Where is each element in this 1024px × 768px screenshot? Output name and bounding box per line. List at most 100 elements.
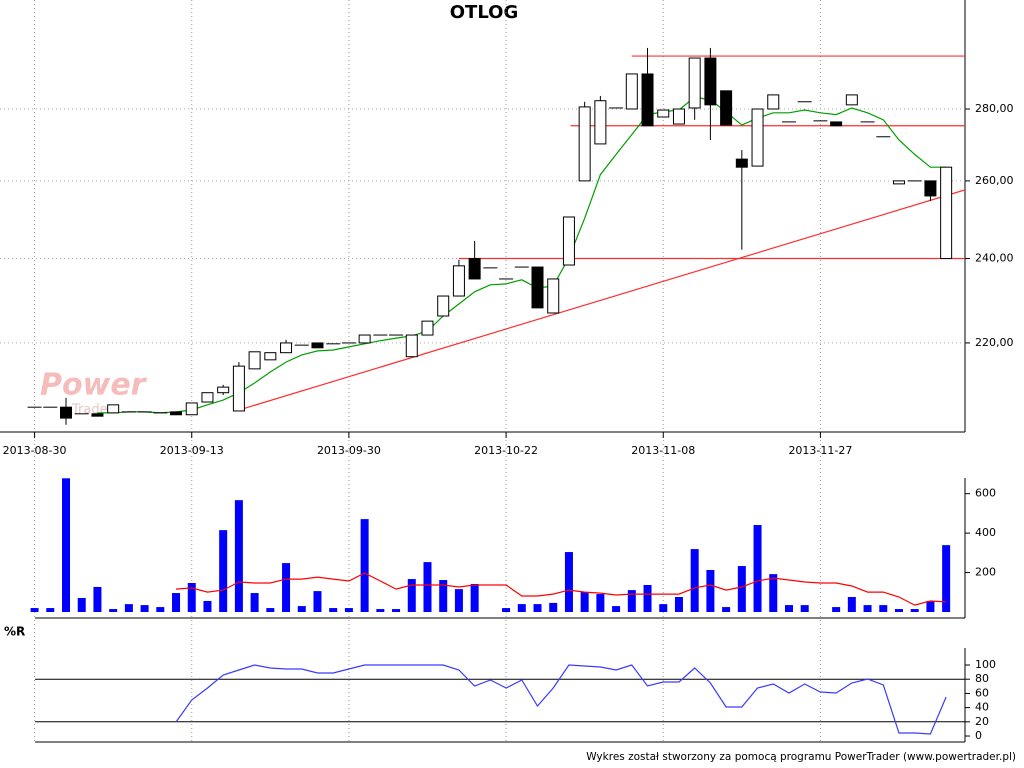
volume-bar [187, 583, 196, 612]
y-tick-label: 80 [975, 672, 989, 685]
candle-body [107, 404, 120, 414]
candle-body [704, 57, 717, 106]
candle-body [578, 106, 591, 182]
candle-body [940, 166, 953, 260]
volume-bar [203, 600, 212, 612]
candle-body [845, 94, 858, 106]
volume-bar [219, 530, 228, 612]
candle-body [280, 342, 293, 354]
volume-bar [124, 604, 133, 612]
candle-body [735, 158, 748, 168]
candle-body [405, 334, 418, 358]
volume-bar [942, 545, 951, 612]
volume-bar [313, 591, 322, 612]
y-tick-label: 280,00 [975, 102, 1014, 115]
volume-bar [344, 608, 353, 612]
volume-bar [93, 586, 102, 612]
volume-bar [156, 607, 165, 612]
volume-bar [439, 580, 448, 612]
volume-bar [30, 608, 39, 612]
volume-bar [784, 605, 793, 612]
x-tick-label: 2013-09-30 [317, 444, 381, 457]
candle-body [892, 180, 905, 185]
volume-bar [62, 478, 71, 612]
volume-bar [580, 592, 589, 612]
volume-bar [470, 583, 479, 612]
candle-body [60, 406, 73, 419]
candle-body [830, 121, 843, 127]
candle-body [751, 108, 764, 167]
candle-body [311, 342, 324, 349]
candle-body [720, 90, 733, 126]
volume-bar [674, 597, 683, 612]
volume-bar [753, 525, 762, 612]
candle-body [232, 365, 245, 412]
volume-bar [847, 597, 856, 612]
candle-body [531, 266, 544, 309]
y-tick-label: 600 [975, 487, 996, 500]
candle-body [547, 278, 560, 314]
volume-bar [517, 604, 526, 612]
volume-bar [109, 609, 118, 612]
candle-body [264, 352, 277, 361]
volume-bar [140, 605, 149, 612]
volume-bar [376, 609, 385, 612]
candle-body [625, 73, 638, 110]
chart-title: OTLOG [450, 2, 518, 23]
candle-body [562, 216, 575, 266]
y-tick-label: 220,00 [975, 336, 1014, 349]
volume-bar [769, 574, 778, 612]
moving-average [175, 572, 947, 606]
footer: Wykres został stworzony za pomocą progra… [586, 751, 1016, 763]
volume-bar [533, 604, 542, 612]
volume-bar [407, 579, 416, 612]
y-tick-label: 40 [975, 701, 989, 714]
volume-bar [643, 584, 652, 612]
indicator-line [175, 664, 947, 735]
volume-bar [659, 604, 668, 612]
y-tick-label: 200 [975, 566, 996, 579]
volume-bar [266, 608, 275, 612]
volume-bar [596, 594, 605, 612]
candle-body [594, 100, 607, 145]
volume-bar [706, 569, 715, 612]
volume-bar [329, 608, 338, 612]
y-tick-label: 100 [975, 658, 996, 671]
candle-body [217, 386, 230, 394]
volume-bar [737, 566, 746, 612]
volume-bar [910, 609, 919, 612]
volume-bar [172, 593, 181, 612]
y-tick-label: 240,00 [975, 252, 1014, 265]
volume-bar [46, 608, 55, 612]
candle-body [91, 413, 104, 417]
candle-body [248, 351, 261, 370]
volume-bar [549, 602, 558, 612]
candle-body [924, 180, 937, 197]
x-tick-label: 2013-08-30 [3, 444, 67, 457]
volume-bar [250, 593, 259, 612]
volume-bar [297, 606, 306, 612]
candle-body [421, 320, 434, 336]
y-tick-label: 60 [975, 686, 989, 699]
candle-body [185, 402, 198, 416]
candle-body [672, 108, 685, 125]
volume-bar [423, 562, 432, 612]
candle-body [452, 265, 465, 297]
volume-bar [282, 563, 291, 612]
volume-bar [879, 605, 888, 612]
volume-bar [863, 605, 872, 612]
volume-bar [627, 590, 636, 612]
candle-body [468, 258, 481, 280]
volume-bar [564, 552, 573, 612]
volume-bar [612, 606, 621, 612]
volume-bar [77, 597, 86, 612]
volume-bar [360, 519, 369, 612]
candle-body [437, 295, 450, 317]
volume-bar [234, 500, 243, 612]
volume-bar [926, 600, 935, 612]
volume-bar [722, 607, 731, 612]
volume-bar [454, 589, 463, 612]
